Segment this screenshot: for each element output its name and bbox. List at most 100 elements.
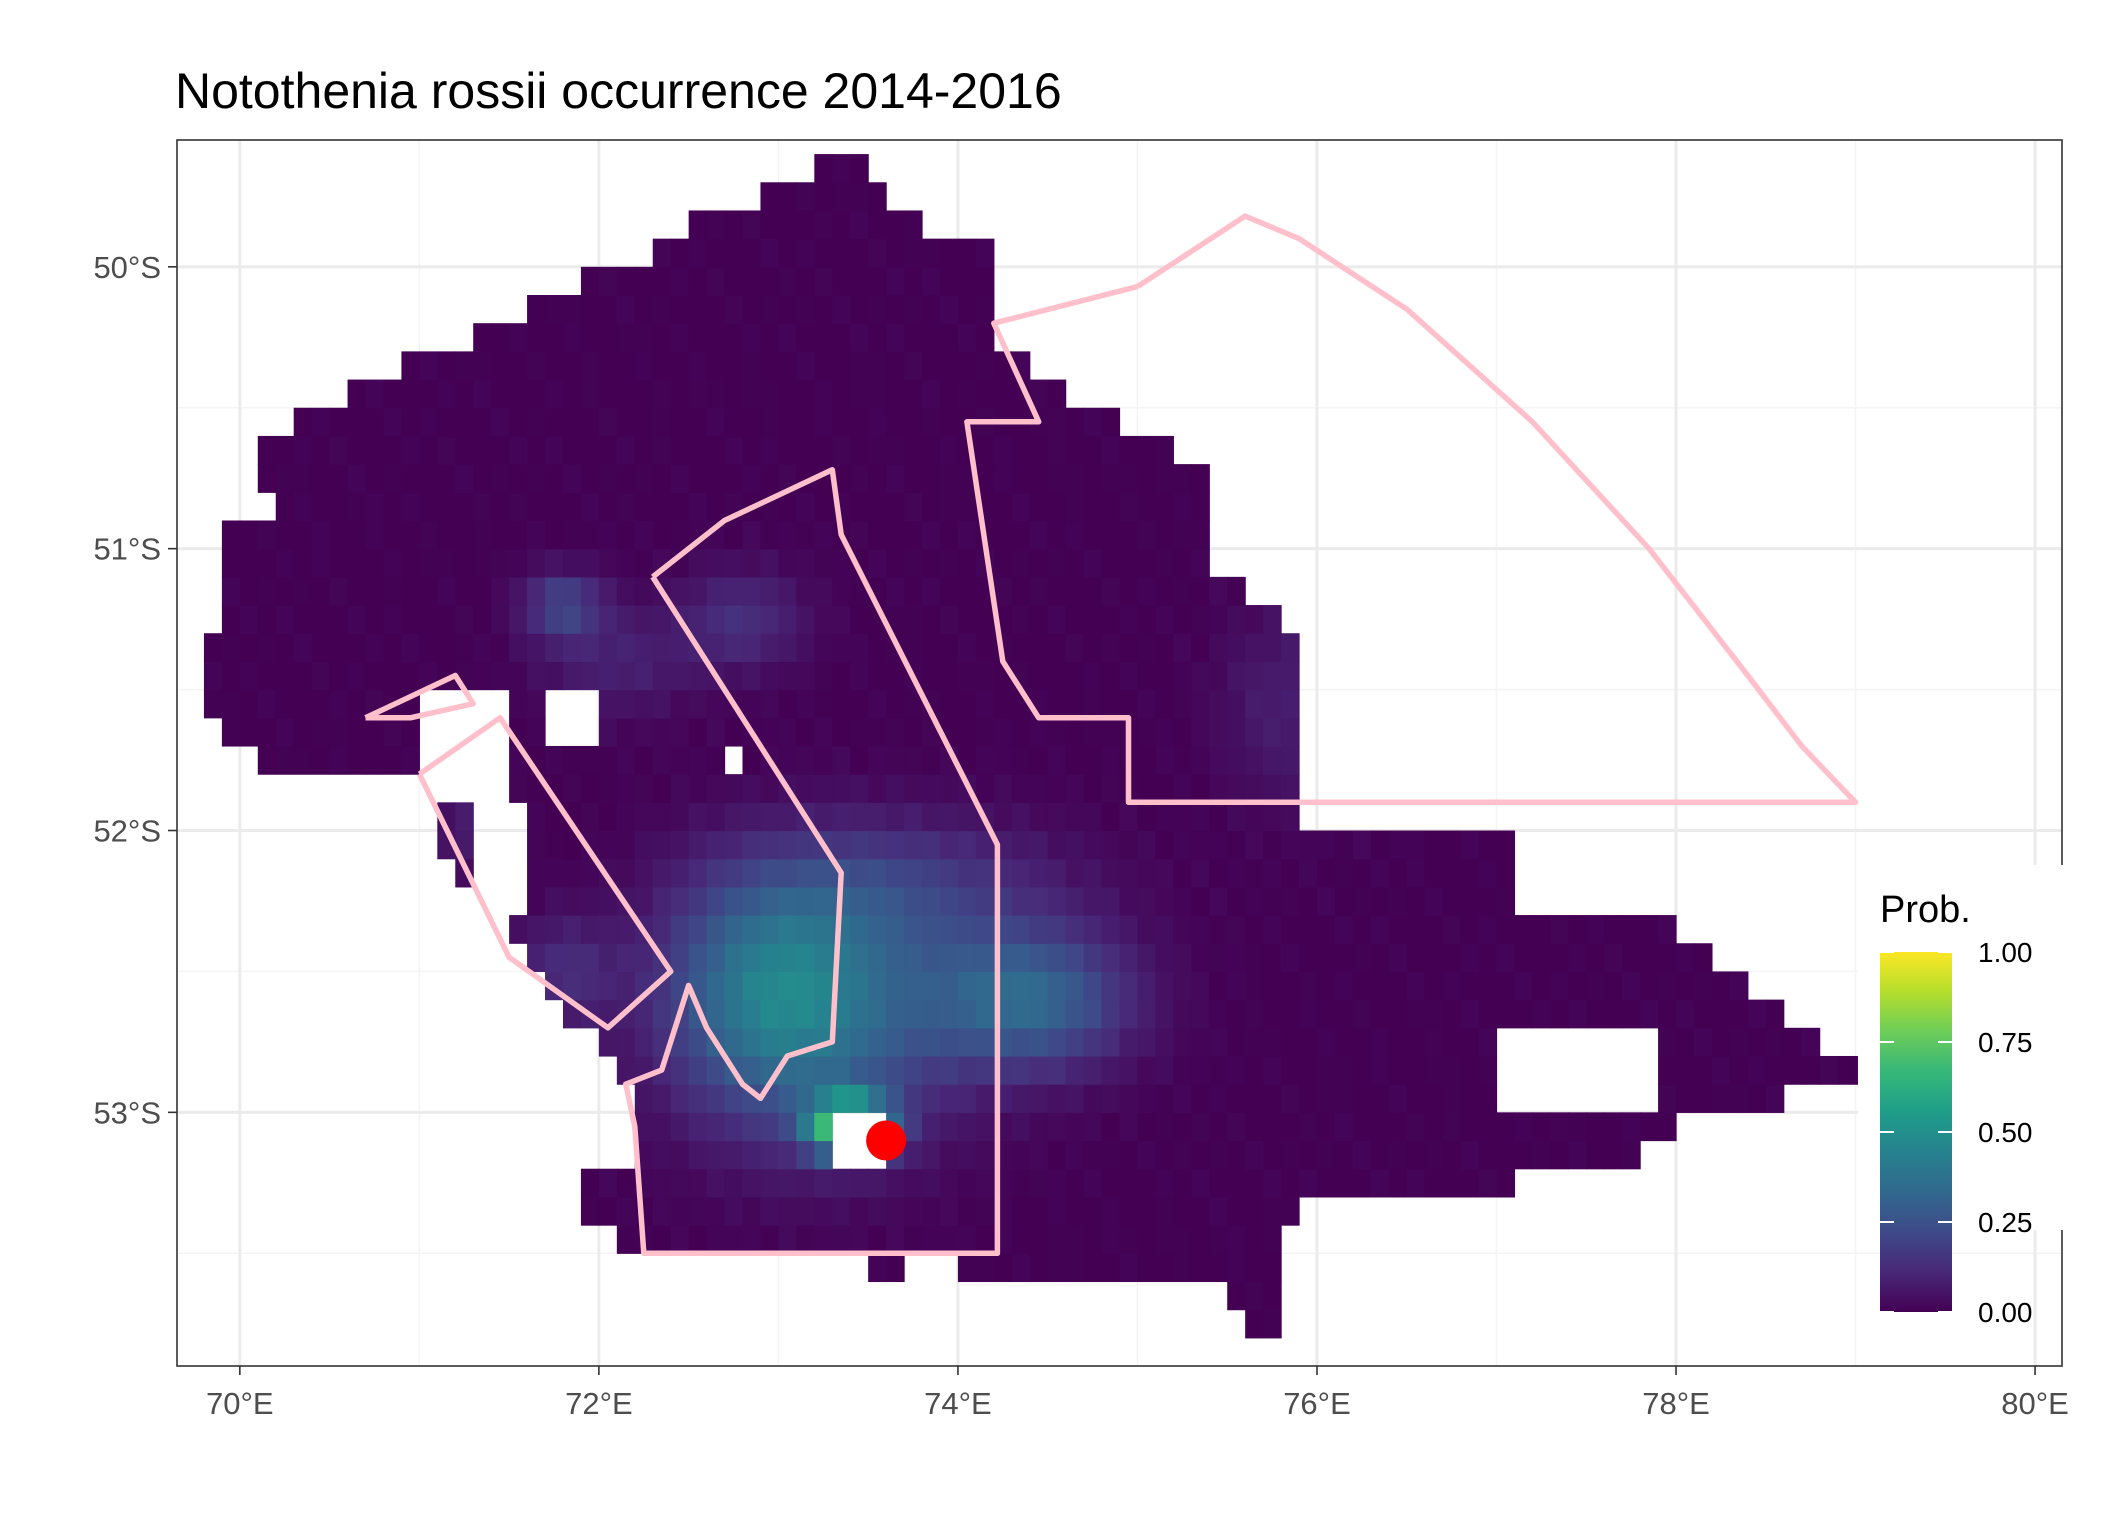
probability-cell (724, 858, 744, 888)
probability-cell (347, 661, 367, 691)
probability-cell (850, 1027, 869, 1057)
probability-cell (814, 576, 833, 606)
probability-cell (1640, 943, 1659, 973)
probability-cell (616, 323, 636, 352)
probability-cell (580, 633, 600, 663)
probability-cell (1263, 717, 1282, 747)
probability-cell (1281, 1055, 1300, 1085)
probability-cell (1155, 661, 1174, 691)
probability-cell (1622, 999, 1641, 1029)
probability-cell (616, 774, 636, 803)
probability-cell (922, 886, 941, 916)
probability-cell (706, 407, 726, 437)
probability-cell (957, 379, 977, 409)
probability-cell (1765, 1055, 1785, 1085)
probability-cell (509, 633, 528, 663)
probability-cell (796, 717, 815, 747)
probability-cell (724, 1140, 744, 1170)
probability-cell (1155, 774, 1174, 803)
probability-cell (1640, 999, 1659, 1029)
probability-cell (904, 999, 923, 1029)
probability-cell (509, 520, 528, 550)
probability-cell (545, 745, 564, 775)
probability-cell (455, 379, 474, 409)
probability-cell (1101, 435, 1121, 465)
probability-cell (1281, 999, 1300, 1029)
probability-cell (1622, 971, 1641, 1001)
probability-cell (1029, 435, 1049, 465)
probability-cell (527, 717, 546, 747)
probability-cell (634, 379, 654, 409)
probability-cell (760, 351, 780, 381)
probability-cell (904, 886, 923, 916)
probability-cell (1676, 1084, 1695, 1113)
probability-cell (850, 154, 869, 183)
probability-cell (1083, 1225, 1103, 1254)
probability-cell (1640, 1112, 1659, 1142)
probability-cell (1065, 774, 1085, 803)
probability-cell (1047, 1253, 1067, 1283)
probability-cell (1478, 943, 1498, 973)
probability-cell (1083, 492, 1103, 522)
probability-cell (527, 689, 546, 719)
probability-cell (1065, 633, 1085, 663)
probability-cell (1460, 1168, 1480, 1198)
probability-cell (1173, 492, 1192, 522)
probability-cell (1334, 830, 1354, 860)
probability-cell (796, 886, 815, 916)
probability-cell (1245, 1140, 1264, 1170)
probability-cell (1191, 1253, 1210, 1283)
probability-cell (455, 435, 474, 465)
probability-cell (473, 605, 492, 634)
probability-cell (742, 858, 762, 888)
probability-cell (1029, 379, 1049, 409)
probability-cell (1496, 999, 1516, 1029)
probability-cell (796, 689, 815, 719)
probability-cell (1011, 435, 1031, 465)
probability-cell (1352, 1084, 1372, 1113)
probability-cell (1011, 1225, 1031, 1254)
probability-cell (922, 520, 941, 550)
probability-cell (329, 464, 349, 493)
probability-cell (814, 999, 833, 1029)
probability-cell (832, 351, 851, 381)
probability-cell (832, 576, 851, 606)
probability-cell (419, 605, 438, 634)
probability-cell (975, 1196, 995, 1226)
probability-cell (1550, 1112, 1569, 1142)
probability-cell (634, 886, 654, 916)
probability-cell (1622, 1112, 1641, 1142)
probability-cell (527, 548, 546, 578)
probability-cell (473, 379, 492, 409)
probability-cell (652, 1140, 672, 1170)
probability-cell (1065, 689, 1085, 719)
probability-cell (365, 576, 385, 606)
probability-cell (1065, 1196, 1085, 1226)
probability-cell (580, 1196, 600, 1226)
probability-cell (1370, 1112, 1390, 1142)
probability-cell (1083, 1084, 1103, 1113)
probability-cell (1406, 886, 1426, 916)
probability-cell (562, 492, 582, 522)
probability-cell (939, 1196, 959, 1226)
probability-cell (796, 774, 815, 803)
probability-cell (1263, 1168, 1282, 1198)
probability-cell (1119, 971, 1139, 1001)
probability-cell (742, 266, 762, 296)
probability-cell (652, 238, 672, 268)
probability-cell (383, 576, 403, 606)
probability-cell (634, 717, 654, 747)
probability-cell (1155, 915, 1174, 944)
probability-cell (1011, 915, 1031, 944)
probability-cell (886, 717, 905, 747)
probability-cell (365, 379, 385, 409)
probability-cell (1137, 1055, 1157, 1085)
probability-cell (562, 520, 582, 550)
probability-cell (1227, 971, 1246, 1001)
probability-cell (598, 689, 618, 719)
probability-cell (257, 576, 277, 606)
probability-cell (1514, 971, 1534, 1001)
probability-cell (724, 774, 744, 803)
probability-cell (562, 464, 582, 493)
probability-cell (1119, 548, 1139, 578)
